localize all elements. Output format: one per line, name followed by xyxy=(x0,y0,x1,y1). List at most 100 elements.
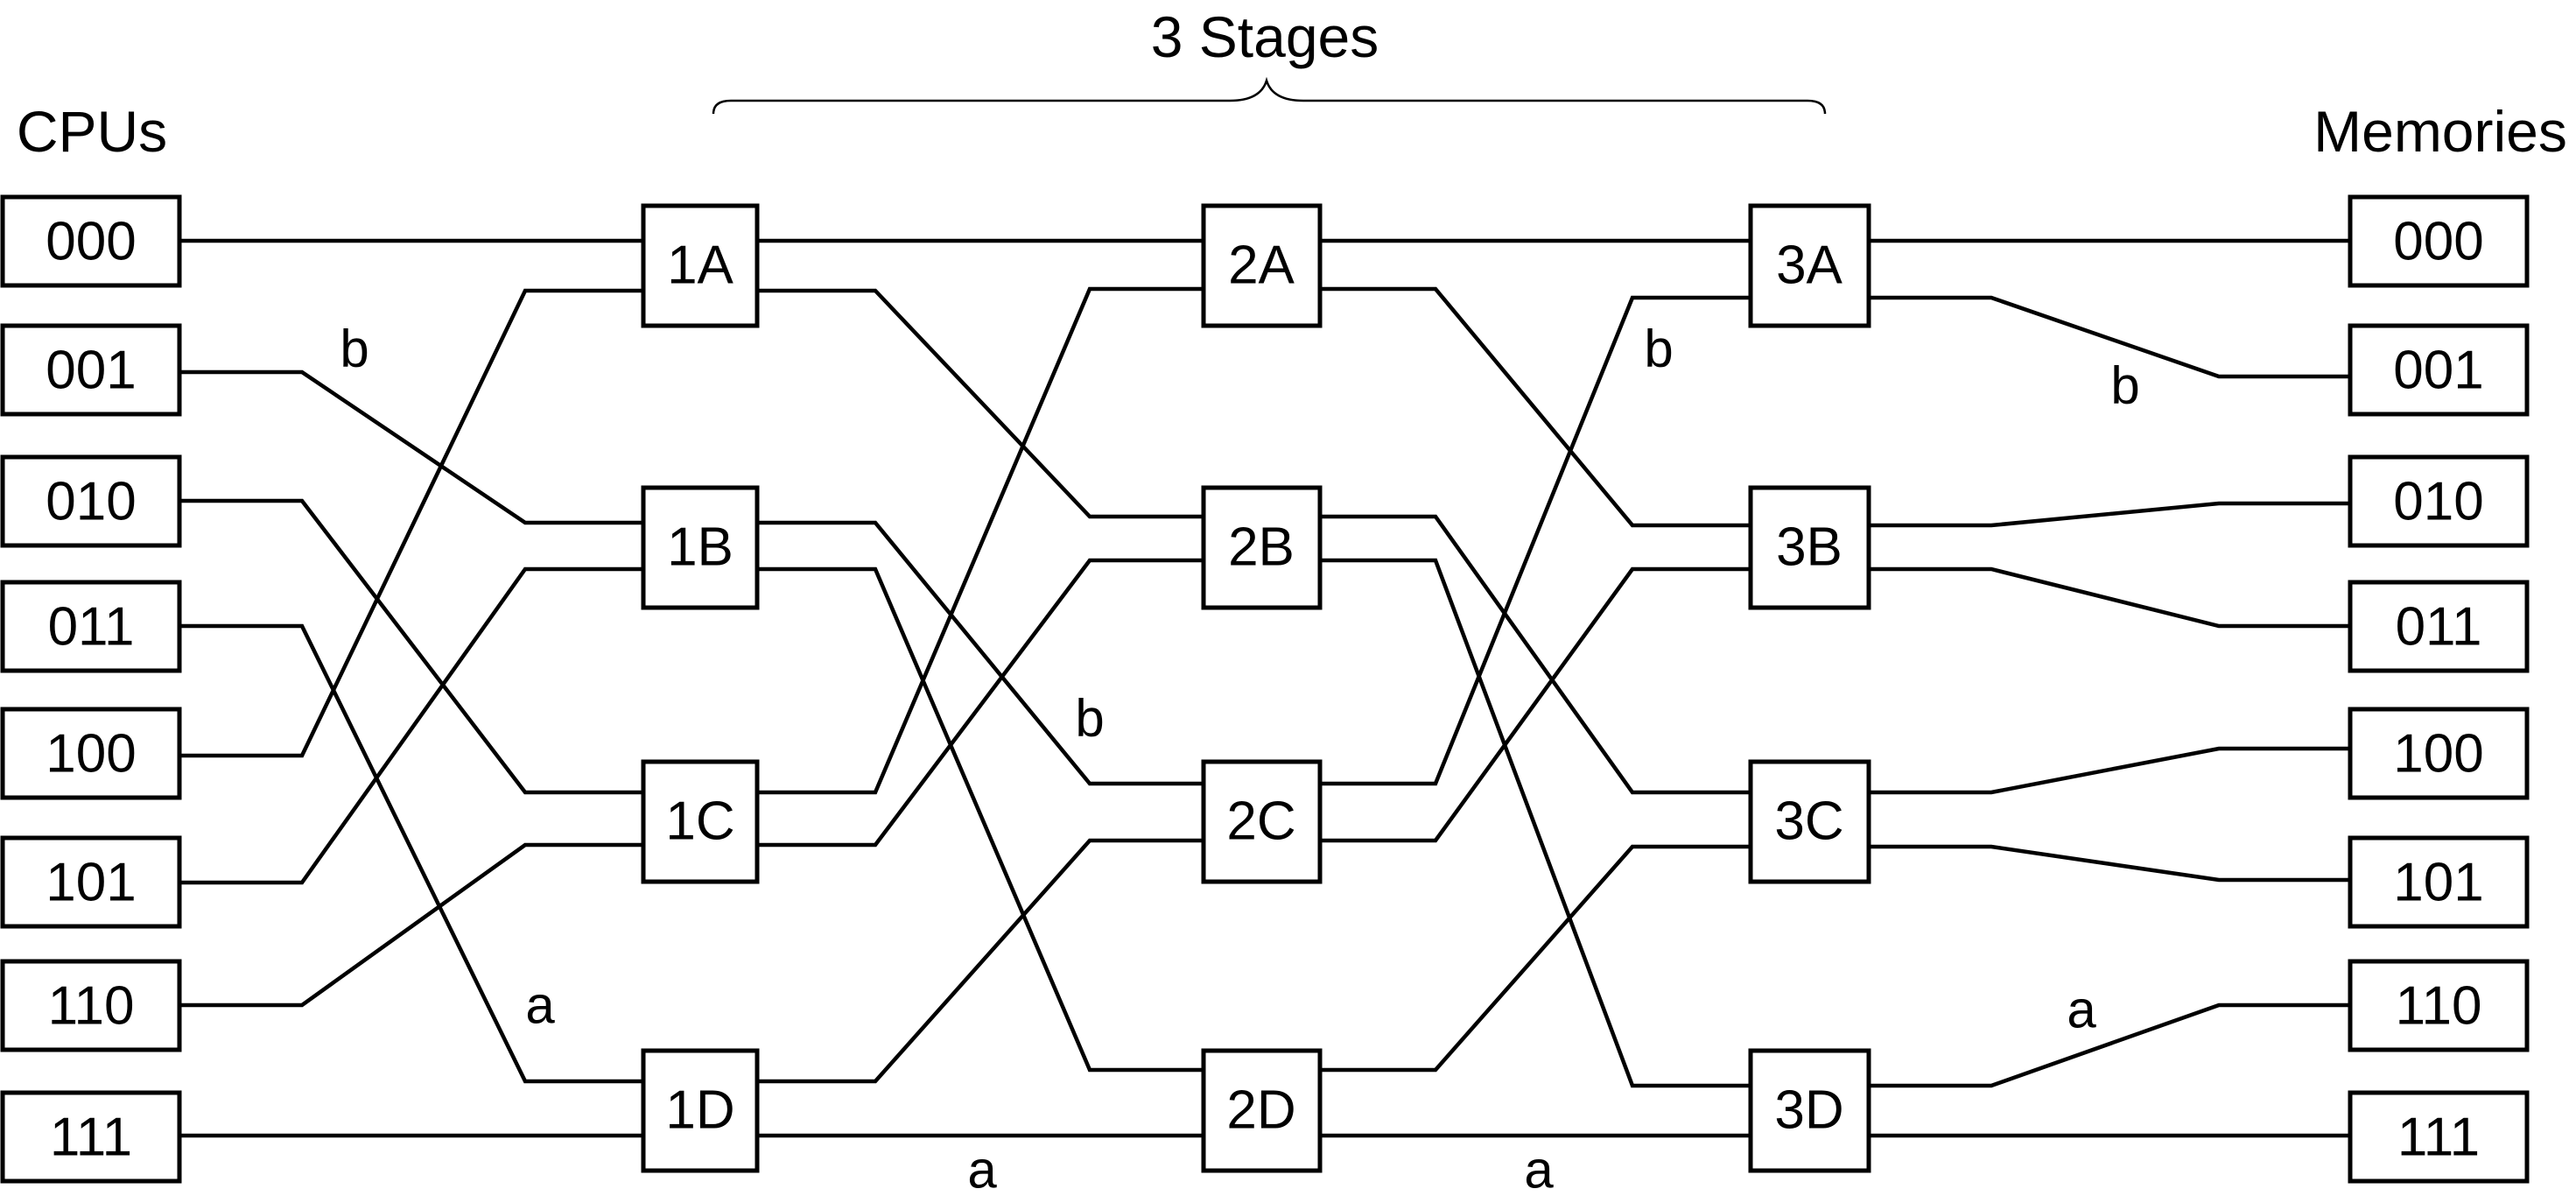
path-a-label: a xyxy=(967,1141,997,1199)
switch-2B: 2B xyxy=(1201,485,1323,610)
wire-cpu100-1A xyxy=(179,288,643,758)
switch-label: 3A xyxy=(1776,236,1843,296)
stage2-switches: 2A 2B 2C 2D xyxy=(1201,203,1323,1173)
switch-label: 2B xyxy=(1228,517,1295,578)
cpu-to-stage1-wires xyxy=(179,238,643,1138)
cpu-box: 111 xyxy=(0,1090,182,1184)
wire-3B-mem010 xyxy=(1869,501,2350,528)
path-a-label: a xyxy=(525,976,555,1035)
wire-1D-2C xyxy=(757,838,1204,1084)
wire-2A-3B xyxy=(1320,286,1751,528)
wire-3D-mem110 xyxy=(1869,1002,2350,1088)
wire-3B-mem011 xyxy=(1869,566,2350,629)
memory-label: 110 xyxy=(2396,976,2482,1037)
memory-label: 111 xyxy=(2397,1108,2480,1168)
switch-label: 1B xyxy=(667,517,733,578)
cpu-box: 100 xyxy=(0,707,182,800)
cpu-label: 110 xyxy=(48,976,135,1037)
path-b-label: b xyxy=(340,320,369,378)
cpu-box: 001 xyxy=(0,323,182,417)
memory-label: 011 xyxy=(2396,597,2482,658)
switch-label: 1C xyxy=(665,791,734,852)
path-a-label: a xyxy=(1524,1141,1554,1199)
wire-3A-mem001 xyxy=(1869,295,2350,379)
switch-2D: 2D xyxy=(1201,1048,1323,1173)
switch-label: 3B xyxy=(1776,517,1843,578)
path-labels: b b b b a a a a xyxy=(340,320,2139,1199)
memory-box: 010 xyxy=(2348,454,2530,548)
cpu-label: 001 xyxy=(46,341,136,401)
memory-label: 001 xyxy=(2393,341,2483,401)
switch-1D: 1D xyxy=(641,1048,760,1173)
wire-3C-mem101 xyxy=(1869,844,2350,883)
wire-1B-2D xyxy=(757,566,1204,1073)
wire-2D-3C xyxy=(1320,844,1751,1073)
wire-2C-3B xyxy=(1320,566,1751,843)
cpu-box: 000 xyxy=(0,194,182,288)
wire-2B-3D xyxy=(1320,558,1751,1088)
memory-label: 100 xyxy=(2393,724,2483,784)
wire-cpu010-1C xyxy=(179,498,643,795)
cpu-label: 010 xyxy=(46,472,136,532)
cpu-box: 101 xyxy=(0,835,182,929)
wire-cpu110-1C xyxy=(179,842,643,1008)
switch-label: 2A xyxy=(1228,236,1295,296)
path-b-label: b xyxy=(1075,689,1104,748)
wire-cpu011-1D xyxy=(179,623,643,1084)
cpus-heading: CPUs xyxy=(17,99,167,164)
memories-heading: Memories xyxy=(2313,99,2567,164)
wire-2C-3A xyxy=(1320,295,1751,786)
stage3-switches: 3A 3B 3C 3D xyxy=(1748,203,1871,1173)
wire-1C-2A xyxy=(757,286,1204,795)
memory-box: 110 xyxy=(2348,959,2530,1052)
wire-1A-2B xyxy=(757,288,1204,519)
switch-label: 2D xyxy=(1226,1080,1295,1141)
cpu-label: 111 xyxy=(50,1108,132,1168)
switch-1C: 1C xyxy=(641,759,760,884)
path-a-label: a xyxy=(2067,981,2096,1039)
memory-label: 010 xyxy=(2393,472,2483,532)
switch-label: 3D xyxy=(1774,1080,1843,1141)
stage2-to-stage3-wires xyxy=(1320,238,1751,1138)
switch-label: 1A xyxy=(667,236,733,296)
cpu-label: 101 xyxy=(46,853,136,913)
switch-3A: 3A xyxy=(1748,203,1871,328)
memory-box: 111 xyxy=(2348,1090,2530,1184)
stage3-to-memory-wires xyxy=(1869,238,2350,1138)
cpu-label: 100 xyxy=(46,724,136,784)
wire-cpu101-1B xyxy=(179,566,643,885)
stages-heading: 3 Stages xyxy=(1151,4,1379,69)
stage1-switches: 1A 1B 1C 1D xyxy=(641,203,760,1173)
switch-label: 2C xyxy=(1226,791,1295,852)
cpu-box: 010 xyxy=(0,454,182,548)
memory-label: 101 xyxy=(2393,853,2483,913)
stages-brace xyxy=(712,76,1827,115)
wire-1B-2C xyxy=(757,520,1204,786)
cpu-box: 110 xyxy=(0,959,182,1052)
switch-label: 3C xyxy=(1774,791,1843,852)
cpu-label: 000 xyxy=(46,212,136,272)
path-b-label: b xyxy=(1644,320,1673,378)
cpu-label: 011 xyxy=(48,597,135,658)
switch-3B: 3B xyxy=(1748,485,1871,610)
memory-box: 100 xyxy=(2348,707,2530,800)
memory-column: 000 001 010 011 100 101 110 111 xyxy=(2348,194,2530,1184)
wire-cpu001-1B xyxy=(179,369,643,525)
wire-3C-mem100 xyxy=(1869,746,2350,795)
switch-1A: 1A xyxy=(641,203,760,328)
switch-2A: 2A xyxy=(1201,203,1323,328)
stage1-to-stage2-wires xyxy=(757,238,1204,1138)
memory-box: 000 xyxy=(2348,194,2530,288)
memory-box: 101 xyxy=(2348,835,2530,929)
wire-1C-2B xyxy=(757,558,1204,848)
memory-box: 001 xyxy=(2348,323,2530,417)
memory-box: 011 xyxy=(2348,580,2530,673)
switch-label: 1D xyxy=(665,1080,734,1141)
path-b-label: b xyxy=(2110,356,2139,415)
cpu-box: 011 xyxy=(0,580,182,673)
switch-3C: 3C xyxy=(1748,759,1871,884)
cpu-column: 000 001 010 011 100 101 110 111 xyxy=(0,194,182,1184)
wire-2B-3C xyxy=(1320,514,1751,795)
switch-1B: 1B xyxy=(641,485,760,610)
